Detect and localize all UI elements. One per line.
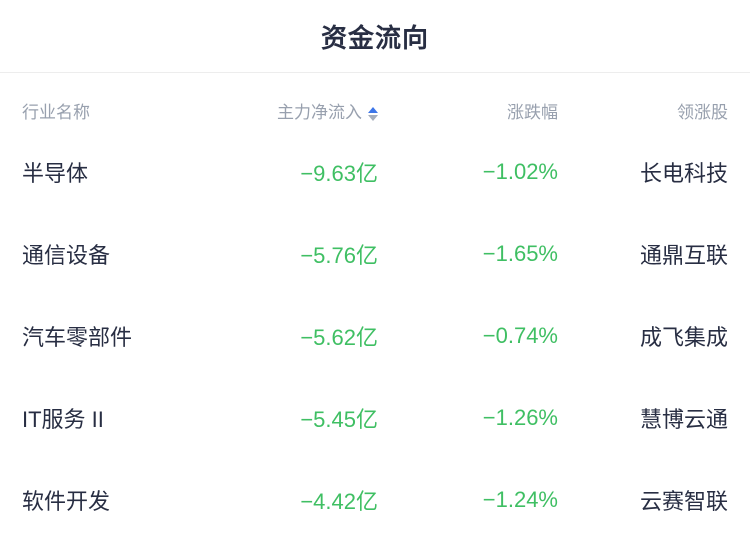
- main-net-inflow-value: −5.76亿: [300, 243, 378, 268]
- sort-up-arrow-icon: [368, 107, 378, 113]
- table-header-row: 行业名称 主力净流入 涨跌幅 领涨股: [0, 73, 750, 131]
- main-net-inflow-value: −5.45亿: [300, 407, 378, 432]
- industry-name: 软件开发: [22, 489, 111, 514]
- leading-stock-name[interactable]: 慧博云通: [639, 407, 728, 432]
- leading-stock-name[interactable]: 长电科技: [639, 161, 728, 186]
- title-bar: 资金流向: [0, 0, 750, 73]
- table-row[interactable]: 通信设备 −5.76亿 −1.65% 通鼎互联: [0, 213, 750, 295]
- main-net-inflow-value: −4.42亿: [300, 489, 378, 514]
- industry-name: 汽车零部件: [22, 325, 133, 350]
- page-title: 资金流向: [320, 22, 429, 53]
- leading-stock-name[interactable]: 通鼎互联: [639, 243, 728, 268]
- change-percent-value: −0.74%: [482, 323, 558, 348]
- table-row[interactable]: 半导体 −9.63亿 −1.02% 长电科技: [0, 131, 750, 213]
- change-percent-value: −1.65%: [482, 241, 558, 266]
- table-row[interactable]: 汽车零部件 −5.62亿 −0.74% 成飞集成: [0, 295, 750, 377]
- industry-name: 半导体: [22, 161, 89, 186]
- col-header-leading-stock: 领涨股: [677, 103, 728, 122]
- leading-stock-name[interactable]: 云赛智联: [639, 489, 728, 514]
- change-percent-value: −1.26%: [482, 405, 558, 430]
- col-header-change-percent: 涨跌幅: [507, 103, 558, 122]
- sort-down-arrow-icon: [368, 115, 378, 121]
- main-net-inflow-value: −5.62亿: [300, 325, 378, 350]
- industry-name: 通信设备: [22, 243, 111, 268]
- change-percent-value: −1.24%: [482, 487, 558, 512]
- table-row[interactable]: IT服务 II −5.45亿 −1.26% 慧博云通: [0, 377, 750, 459]
- sort-arrows-icon: [368, 107, 378, 121]
- col-header-main-net-inflow[interactable]: 主力净流入: [182, 73, 378, 131]
- change-percent-value: −1.02%: [482, 159, 558, 184]
- col-header-main-net-inflow-label: 主力净流入: [277, 103, 362, 122]
- col-header-industry: 行业名称: [22, 103, 90, 122]
- table-row[interactable]: 软件开发 −4.42亿 −1.24% 云赛智联: [0, 459, 750, 541]
- main-net-inflow-value: −9.63亿: [300, 161, 378, 186]
- leading-stock-name[interactable]: 成飞集成: [639, 325, 728, 350]
- industry-name: IT服务 II: [22, 407, 104, 432]
